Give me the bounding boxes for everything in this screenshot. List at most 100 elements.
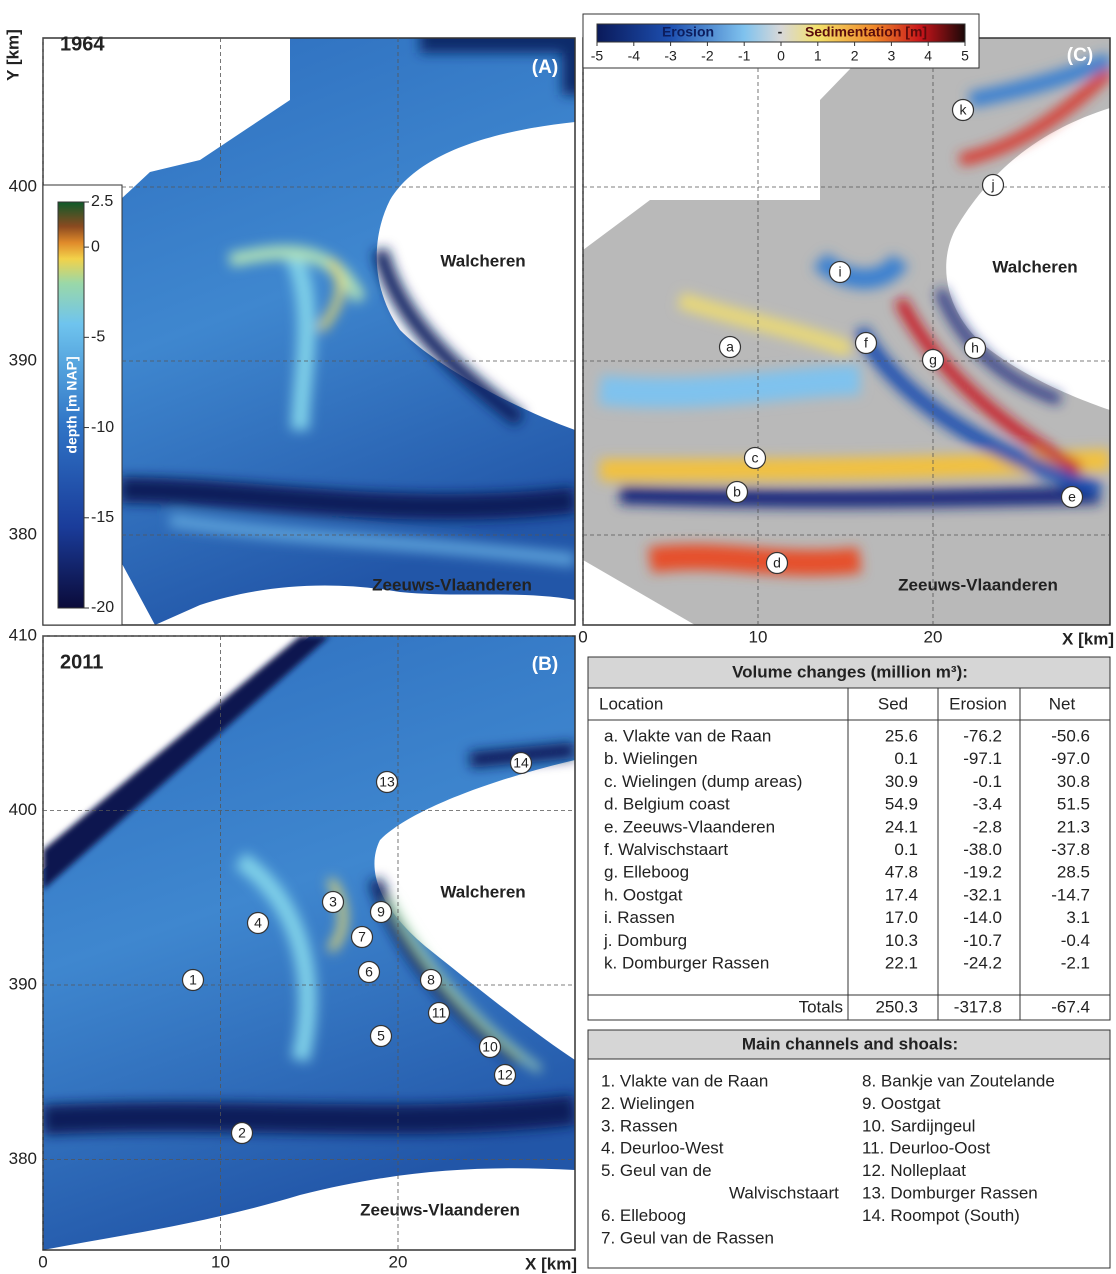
table-cell: -0.4 bbox=[1061, 931, 1090, 950]
marker-label: e bbox=[1068, 489, 1076, 505]
marker-label: 14 bbox=[513, 755, 529, 771]
marker-label: 12 bbox=[497, 1067, 513, 1083]
marker-label: 4 bbox=[254, 915, 262, 931]
column-header: Sed bbox=[878, 694, 908, 713]
table-cell: 3.1 bbox=[1066, 908, 1090, 927]
marker-label: f bbox=[864, 335, 868, 351]
table-cell: -3.4 bbox=[973, 795, 1002, 814]
table-cell: 0.1 bbox=[894, 840, 918, 859]
x-axis-label: X [km] bbox=[1062, 629, 1114, 648]
table-cell: -19.2 bbox=[963, 863, 1002, 882]
colorbar-tick-label: 3 bbox=[888, 48, 896, 64]
marker-label: k bbox=[960, 102, 968, 118]
colorbar-tick-label: -3 bbox=[664, 48, 677, 64]
marker-label: 2 bbox=[238, 1125, 246, 1141]
box-title: Main channels and shoals: bbox=[742, 1034, 958, 1053]
y-axis-label: Y [km] bbox=[3, 29, 22, 81]
table-cell: f. Walvischstaart bbox=[604, 840, 728, 859]
marker-label: 5 bbox=[377, 1028, 385, 1044]
column-header: Net bbox=[1049, 694, 1076, 713]
list-item: 8. Bankje van Zoutelande bbox=[862, 1071, 1055, 1090]
marker-label: 9 bbox=[377, 904, 385, 920]
table-cell: 0.1 bbox=[894, 749, 918, 768]
panel-tag: (A) bbox=[532, 57, 558, 78]
y-tick-label: 400 bbox=[9, 800, 37, 819]
table-cell: i. Rassen bbox=[604, 908, 675, 927]
table-total: Totals bbox=[799, 997, 843, 1016]
list-item: 5. Geul van de bbox=[601, 1161, 712, 1180]
list-item: 4. Deurloo-West bbox=[601, 1139, 724, 1158]
x-tick-label: 10 bbox=[749, 627, 768, 646]
table-cell: -97.1 bbox=[963, 749, 1002, 768]
table-cell: 17.0 bbox=[885, 908, 918, 927]
table-title: Volume changes (million m³): bbox=[732, 662, 968, 681]
place-label: Walcheren bbox=[440, 882, 525, 901]
colorbar-tick-label: -20 bbox=[91, 599, 114, 616]
marker-label: g bbox=[929, 352, 937, 368]
table-cell: 24.1 bbox=[885, 817, 918, 836]
table-cell: 47.8 bbox=[885, 863, 918, 882]
colorbar-tick-label: 4 bbox=[924, 48, 932, 64]
list-item: 13. Domburger Rassen bbox=[862, 1183, 1038, 1202]
colorbar-label: Sedimentation [m] bbox=[805, 24, 927, 40]
marker-label: 11 bbox=[432, 1005, 447, 1021]
table-total: -317.8 bbox=[954, 997, 1002, 1016]
figure: Volume changes (million m³): Main channe… bbox=[0, 0, 1116, 1274]
table-cell: -2.1 bbox=[1061, 953, 1090, 972]
x-tick-label: 0 bbox=[38, 1252, 47, 1271]
marker-label: 1 bbox=[189, 972, 197, 988]
colorbar-tick-label: -5 bbox=[591, 48, 604, 64]
table-cell: -0.1 bbox=[973, 772, 1002, 791]
table-cell: 30.9 bbox=[885, 772, 918, 791]
marker-label: h bbox=[971, 340, 979, 356]
table-cell: d. Belgium coast bbox=[604, 795, 730, 814]
marker-label: 7 bbox=[358, 929, 366, 945]
colorbar-tick-label: -5 bbox=[91, 329, 105, 346]
table-cell: -14.0 bbox=[963, 908, 1002, 927]
table-cell: a. Vlakte van de Raan bbox=[604, 726, 771, 745]
y-tick-label: 380 bbox=[9, 524, 37, 543]
y-tick-label: 390 bbox=[9, 350, 37, 369]
panel-year: 1964 bbox=[60, 33, 105, 55]
colorbar-tick-label: 1 bbox=[814, 48, 822, 64]
map-2011 bbox=[43, 636, 575, 1250]
marker-label: a bbox=[726, 339, 734, 355]
map-change bbox=[583, 38, 1110, 625]
place-label: Zeeuws-Vlaanderen bbox=[360, 1200, 520, 1219]
table-cell: 21.3 bbox=[1057, 817, 1090, 836]
list-item: 11. Deurloo-Oost bbox=[862, 1139, 990, 1158]
place-label: Zeeuws-Vlaanderen bbox=[898, 575, 1058, 594]
marker-label: c bbox=[752, 450, 759, 466]
table-cell: -37.8 bbox=[1051, 840, 1090, 859]
table-cell: -24.2 bbox=[963, 953, 1002, 972]
marker-label: 6 bbox=[365, 964, 373, 980]
list-item: 1. Vlakte van de Raan bbox=[601, 1071, 768, 1090]
table-cell: 54.9 bbox=[885, 795, 918, 814]
marker-label: b bbox=[733, 484, 741, 500]
table-cell: h. Oostgat bbox=[604, 885, 683, 904]
marker-label: 13 bbox=[379, 774, 395, 790]
colorbar-tick-label: -4 bbox=[628, 48, 641, 64]
colorbar-label: - bbox=[778, 24, 783, 40]
table-cell: -14.7 bbox=[1051, 885, 1090, 904]
y-tick-label: 390 bbox=[9, 974, 37, 993]
marker-label: 3 bbox=[329, 894, 337, 910]
marker-label: d bbox=[773, 555, 781, 571]
x-tick-label: 20 bbox=[389, 1252, 408, 1271]
x-tick-label: 0 bbox=[578, 627, 587, 646]
colorbar-tick-label: -2 bbox=[701, 48, 714, 64]
y-tick-label: 400 bbox=[9, 176, 37, 195]
marker-label: i bbox=[838, 264, 841, 280]
table-total: 250.3 bbox=[875, 997, 918, 1016]
marker-label: j bbox=[990, 177, 994, 193]
marker-label: 10 bbox=[482, 1039, 498, 1055]
colorbar-tick-label: -15 bbox=[91, 509, 114, 526]
table-cell: j. Domburg bbox=[603, 931, 687, 950]
table-cell: -38.0 bbox=[963, 840, 1002, 859]
table-cell: 10.3 bbox=[885, 931, 918, 950]
panel-year: 2011 bbox=[60, 651, 103, 673]
list-item: 2. Wielingen bbox=[601, 1094, 695, 1113]
colorbar-tick-label: 0 bbox=[91, 238, 100, 255]
table-cell: -97.0 bbox=[1051, 749, 1090, 768]
list-item: 3. Rassen bbox=[601, 1116, 678, 1135]
